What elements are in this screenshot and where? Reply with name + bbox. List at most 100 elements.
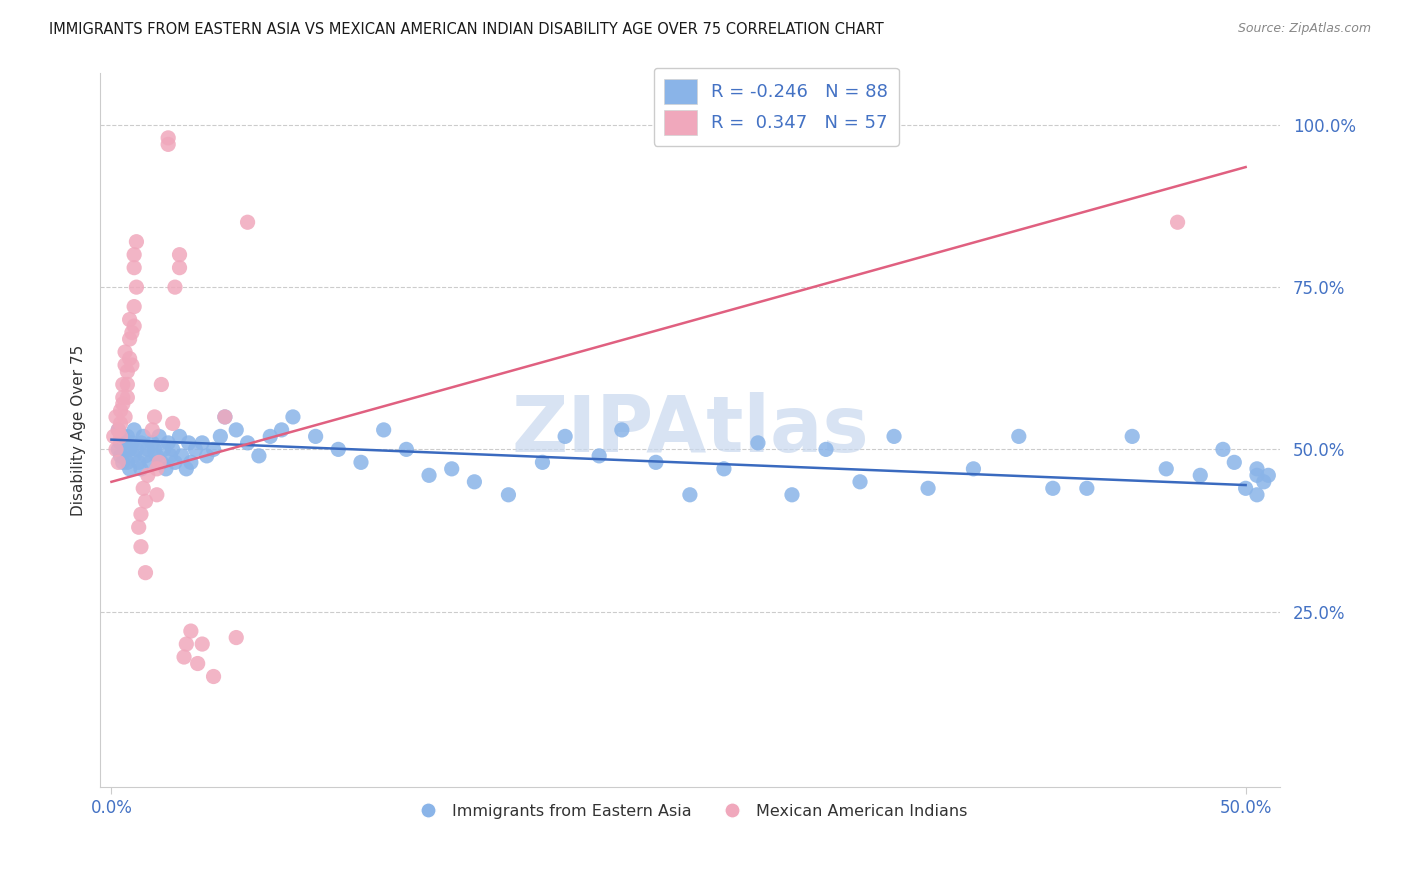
Point — [157, 131, 180, 145]
Point — [107, 442, 129, 457]
Point — [121, 358, 143, 372]
Point — [129, 436, 152, 450]
Point — [121, 326, 143, 340]
Text: IMMIGRANTS FROM EASTERN ASIA VS MEXICAN AMERICAN INDIAN DISABILITY AGE OVER 75 C: IMMIGRANTS FROM EASTERN ASIA VS MEXICAN … — [49, 22, 884, 37]
Point — [1253, 475, 1275, 489]
Point — [152, 442, 174, 457]
Point — [134, 494, 156, 508]
Point — [1189, 468, 1212, 483]
Point — [117, 455, 139, 469]
Point — [214, 409, 236, 424]
Point — [111, 377, 134, 392]
Point — [1167, 215, 1189, 229]
Y-axis label: Disability Age Over 75: Disability Age Over 75 — [72, 344, 86, 516]
Point — [1076, 481, 1098, 495]
Point — [1121, 429, 1143, 443]
Point — [118, 312, 141, 326]
Point — [139, 455, 162, 469]
Point — [588, 449, 610, 463]
Legend: Immigrants from Eastern Asia, Mexican American Indians: Immigrants from Eastern Asia, Mexican Am… — [406, 797, 974, 825]
Point — [146, 488, 169, 502]
Point — [214, 409, 236, 424]
Point — [105, 409, 128, 424]
Point — [780, 488, 803, 502]
Text: ZIPAtlas: ZIPAtlas — [510, 392, 869, 468]
Point — [110, 436, 132, 450]
Point — [125, 442, 148, 457]
Point — [177, 436, 200, 450]
Point — [184, 442, 207, 457]
Point — [209, 429, 232, 443]
Point — [1257, 468, 1279, 483]
Point — [176, 637, 198, 651]
Point — [169, 260, 191, 275]
Point — [117, 364, 139, 378]
Point — [554, 429, 576, 443]
Point — [118, 351, 141, 366]
Point — [122, 300, 145, 314]
Point — [150, 455, 173, 469]
Point — [163, 455, 186, 469]
Point — [110, 429, 132, 443]
Point — [281, 409, 304, 424]
Point — [180, 455, 202, 469]
Point — [129, 462, 152, 476]
Point — [162, 442, 184, 457]
Point — [134, 566, 156, 580]
Point — [1234, 481, 1257, 495]
Point — [236, 436, 259, 450]
Point — [117, 429, 139, 443]
Point — [498, 488, 520, 502]
Point — [136, 442, 159, 457]
Point — [111, 391, 134, 405]
Text: Source: ZipAtlas.com: Source: ZipAtlas.com — [1237, 22, 1371, 36]
Point — [463, 475, 485, 489]
Point — [1154, 462, 1177, 476]
Point — [180, 624, 202, 638]
Point — [148, 429, 170, 443]
Point — [150, 377, 173, 392]
Point — [169, 248, 191, 262]
Point — [259, 429, 281, 443]
Point — [107, 455, 129, 469]
Point — [111, 397, 134, 411]
Point — [440, 462, 463, 476]
Point — [531, 455, 554, 469]
Point — [225, 423, 247, 437]
Point — [118, 462, 141, 476]
Point — [125, 280, 148, 294]
Point — [117, 377, 139, 392]
Point — [1246, 488, 1268, 502]
Point — [114, 442, 136, 457]
Point — [129, 508, 152, 522]
Point — [917, 481, 939, 495]
Point — [146, 462, 169, 476]
Point — [191, 436, 214, 450]
Point — [128, 520, 150, 534]
Point — [122, 423, 145, 437]
Point — [163, 280, 186, 294]
Point — [103, 429, 125, 443]
Point — [195, 449, 218, 463]
Point — [107, 423, 129, 437]
Point — [111, 429, 134, 443]
Point — [644, 455, 666, 469]
Point — [128, 455, 150, 469]
Point — [141, 436, 163, 450]
Point — [170, 449, 193, 463]
Point — [1223, 455, 1246, 469]
Point — [247, 449, 270, 463]
Point — [1042, 481, 1064, 495]
Point — [146, 449, 169, 463]
Point — [129, 540, 152, 554]
Point — [111, 455, 134, 469]
Point — [110, 449, 132, 463]
Point — [1008, 429, 1031, 443]
Point — [143, 409, 166, 424]
Point — [118, 332, 141, 346]
Point — [395, 442, 418, 457]
Point — [304, 429, 326, 443]
Point — [121, 436, 143, 450]
Point — [114, 436, 136, 450]
Point — [169, 429, 191, 443]
